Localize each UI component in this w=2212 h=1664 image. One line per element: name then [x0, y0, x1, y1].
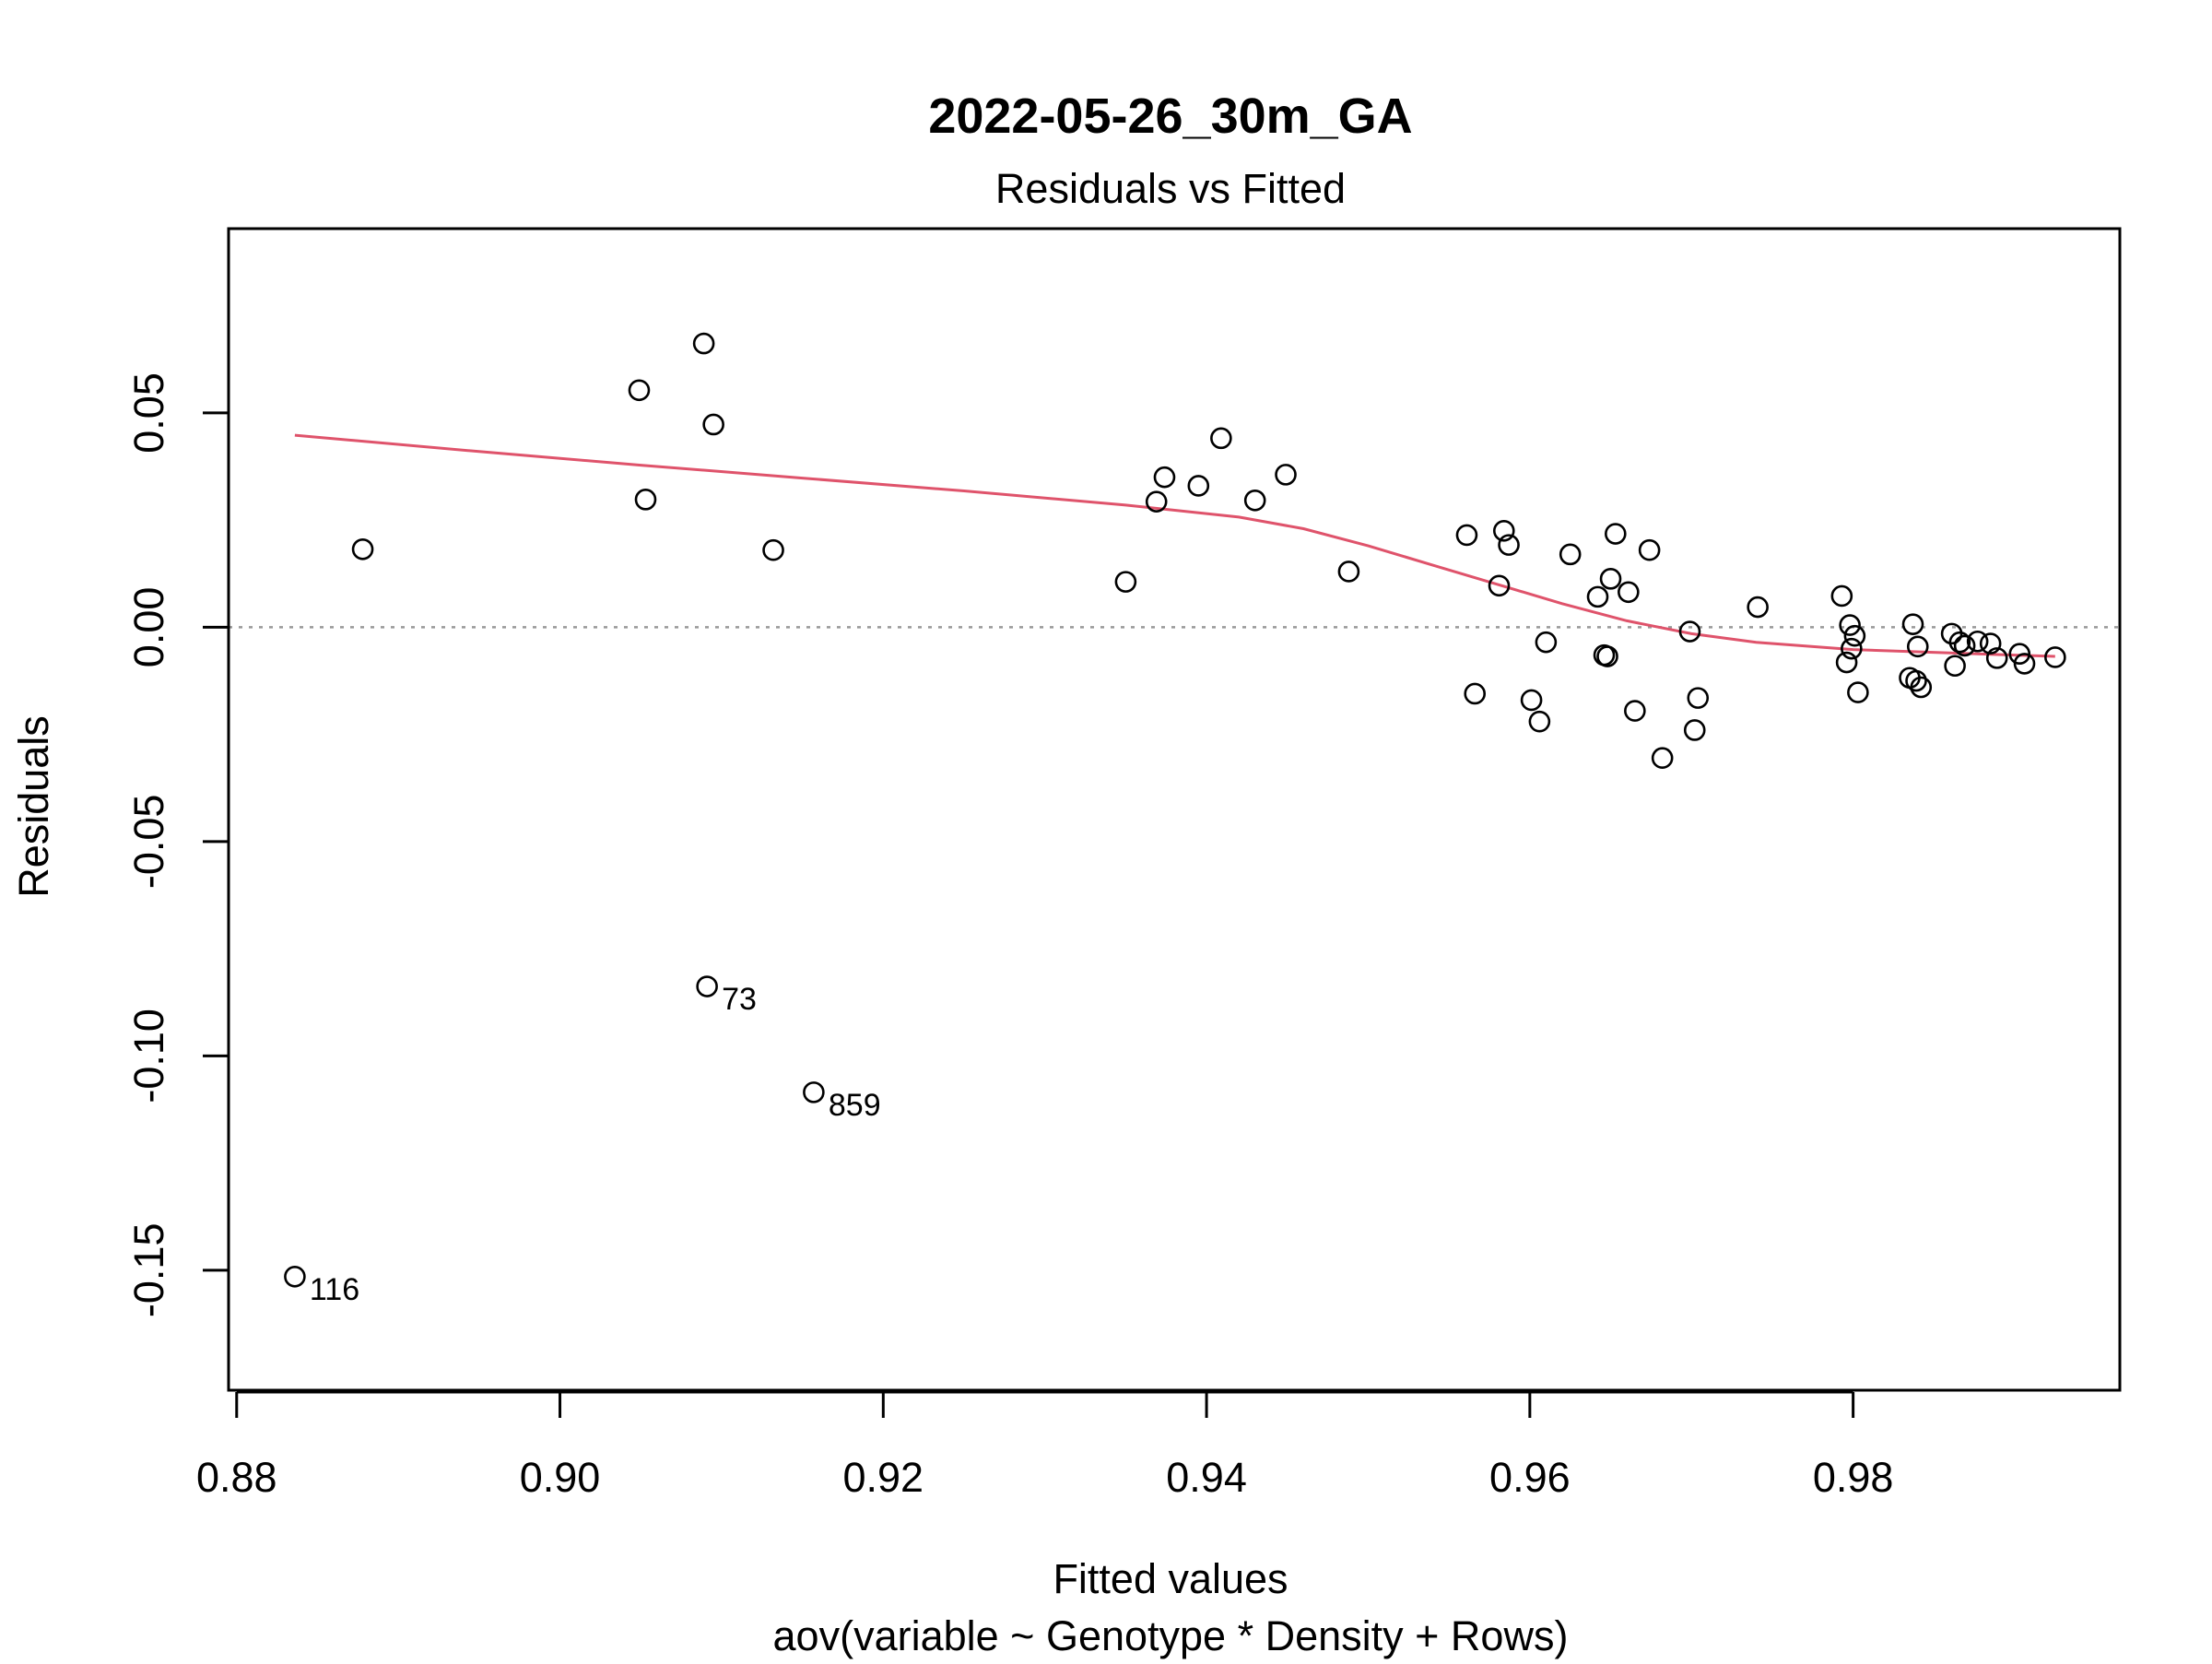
- data-point: [1847, 681, 1869, 703]
- data-point: [634, 489, 657, 511]
- data-point: [762, 538, 784, 561]
- chart-title: 2022-05-26_30m_GA: [928, 89, 1412, 144]
- data-point: [1985, 647, 2008, 669]
- data-point: [1747, 596, 1769, 619]
- data-point: [1455, 524, 1478, 547]
- smooth-line: [294, 433, 2055, 658]
- data-point: [1651, 747, 1674, 770]
- data-point: [1492, 519, 1515, 542]
- data-point: [1843, 624, 1866, 647]
- data-point: [1559, 543, 1582, 566]
- data-point: [1586, 585, 1609, 608]
- data-point: [1520, 689, 1543, 712]
- x-tick-label: 0.96: [1489, 1454, 1571, 1501]
- data-point: [692, 332, 715, 355]
- data-point: [1187, 475, 1210, 497]
- data-point: [1596, 645, 1618, 667]
- data-point: [1948, 631, 1971, 654]
- data-point: [1678, 620, 1701, 643]
- data-point: [1535, 631, 1558, 654]
- chart-subtitle: Residuals vs Fitted: [995, 165, 1346, 212]
- plot-frame: [227, 227, 2122, 1392]
- x-tick-label: 0.98: [1813, 1454, 1894, 1501]
- point-label: 859: [829, 1088, 881, 1123]
- y-tick-label: 0.05: [125, 372, 172, 454]
- x-axis-sublabel: aov(variable ~ Genotype * Density + Rows…: [773, 1612, 1569, 1659]
- data-point: [628, 379, 651, 402]
- data-point: [1687, 687, 1710, 709]
- data-point: [702, 413, 724, 436]
- data-point: [1906, 635, 1929, 658]
- data-point: [1944, 655, 1966, 678]
- data-point: [1835, 651, 1858, 674]
- data-point: [1905, 669, 1927, 692]
- data-point: [1114, 571, 1137, 593]
- data-point: [1638, 538, 1661, 561]
- data-point: [2044, 646, 2066, 668]
- point-label: 73: [722, 982, 757, 1017]
- point-label: 116: [310, 1272, 359, 1307]
- data-point: [351, 537, 374, 561]
- data-point: [1605, 523, 1627, 545]
- data-point: [696, 975, 718, 997]
- y-tick-label: -0.15: [125, 1223, 172, 1318]
- data-point: [1337, 561, 1360, 583]
- data-point: [1528, 710, 1551, 733]
- data-point: [1599, 568, 1622, 590]
- data-point: [1683, 719, 1706, 741]
- plot-layer: 0.88 0.90 0.92 0.94 0.96 0.98 0.05 0.00 -0.05 -0.…: [125, 227, 2122, 1501]
- data-point: [1488, 574, 1511, 597]
- data-point: [1953, 634, 1976, 657]
- y-tick-label: 0.00: [125, 587, 172, 668]
- data-point: [1153, 466, 1176, 489]
- data-point: [1498, 534, 1520, 556]
- data-point: [284, 1265, 306, 1288]
- data-point: [1624, 700, 1646, 722]
- data-point: [1910, 676, 1933, 699]
- data-point: [1839, 614, 1861, 636]
- data-point: [803, 1081, 825, 1103]
- y-axis-label: Residuals: [10, 715, 57, 898]
- x-tick-label: 0.92: [843, 1454, 924, 1501]
- data-point: [1275, 464, 1297, 486]
- data-point: [1464, 682, 1487, 705]
- data-point: [1618, 581, 1640, 604]
- data-point: [1979, 632, 2002, 655]
- data-point: [1243, 489, 1266, 512]
- data-point: [2013, 653, 2036, 675]
- data-point: [1145, 490, 1168, 513]
- data-point: [1966, 630, 1989, 653]
- y-tick-label: -0.05: [125, 795, 172, 890]
- x-tick-label: 0.94: [1166, 1454, 1247, 1501]
- data-point: [1901, 613, 1924, 635]
- y-tick-label: -0.10: [125, 1009, 172, 1103]
- x-tick-label: 0.90: [520, 1454, 601, 1501]
- data-point: [2008, 643, 2031, 666]
- x-axis-label: Fitted values: [1053, 1555, 1288, 1602]
- data-point: [1830, 584, 1853, 608]
- data-point: [1210, 427, 1232, 450]
- x-tick-label: 0.88: [196, 1454, 277, 1501]
- data-point: [1841, 637, 1863, 660]
